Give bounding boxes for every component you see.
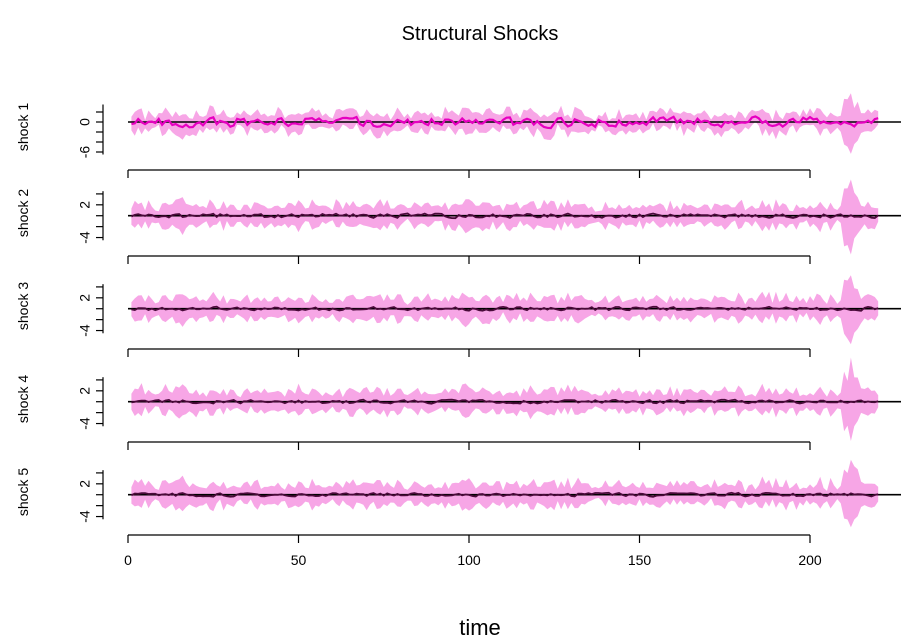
- panel-label-2: shock 2: [15, 189, 31, 237]
- panel-5: -4 2 shock 5 0 50 100 150 200: [15, 459, 901, 568]
- shock-band-1: [131, 93, 879, 154]
- x-axis-label: time: [459, 615, 501, 640]
- y-tick-label-5-1: 2: [77, 480, 93, 488]
- shock-line-3: [131, 305, 879, 312]
- panel-label-4: shock 4: [15, 375, 31, 423]
- panel-label-5: shock 5: [15, 468, 31, 516]
- panel-label-1: shock 1: [15, 103, 31, 151]
- y-tick-label-3-1: 2: [77, 294, 93, 302]
- y-tick-label-3-0: -4: [77, 324, 93, 337]
- panels-group: -6 0 shock 1 -4 2 shock 2 -4 2 shock 3 -4 2 shock 4…: [15, 93, 901, 568]
- y-tick-label-2-0: -4: [77, 231, 93, 244]
- y-tick-label-1-1: 0: [77, 118, 93, 126]
- panel-3: -4 2 shock 3: [15, 275, 901, 357]
- shock-band-3: [131, 275, 879, 345]
- x-tick-label-2: 100: [457, 552, 481, 568]
- shock-band-4: [131, 357, 879, 441]
- panel-1: -6 0 shock 1: [15, 93, 901, 178]
- shock-line-5: [130, 491, 879, 498]
- x-tick-label-0: 0: [124, 552, 132, 568]
- panel-2: -4 2 shock 2: [15, 179, 901, 264]
- y-tick-label-1-0: -6: [77, 146, 93, 159]
- x-tick-label-3: 150: [628, 552, 652, 568]
- y-tick-label-5-0: -4: [77, 510, 93, 523]
- panel-label-3: shock 3: [15, 282, 31, 330]
- x-tick-label-1: 50: [291, 552, 307, 568]
- shock-line-2: [131, 212, 879, 220]
- x-tick-label-4: 200: [798, 552, 822, 568]
- shock-band-5: [131, 459, 879, 528]
- chart-title: Structural Shocks: [402, 23, 559, 45]
- shock-line-1: [131, 115, 879, 130]
- panel-4: -4 2 shock 4: [15, 357, 901, 450]
- shock-line-4: [131, 398, 879, 405]
- y-tick-label-4-1: 2: [77, 387, 93, 395]
- y-tick-label-4-0: -4: [77, 417, 93, 430]
- y-tick-label-2-1: 2: [77, 201, 93, 209]
